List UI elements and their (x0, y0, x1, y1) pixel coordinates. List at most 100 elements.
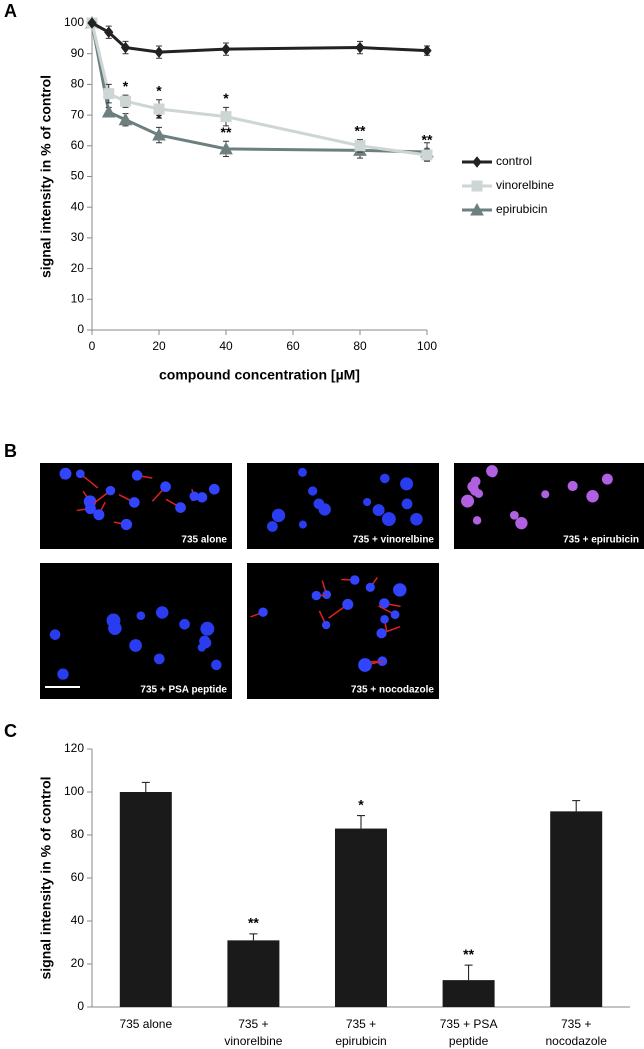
error-bar (464, 964, 473, 981)
marker (422, 44, 432, 57)
y-tick-label: 100 (64, 784, 84, 798)
x-tick-label: nocodazole (546, 1034, 608, 1048)
nucleus (298, 520, 307, 529)
marker (154, 46, 164, 58)
nucleus (129, 497, 140, 508)
panel-label: A (4, 1, 17, 21)
nucleus (486, 465, 498, 477)
annotation: * (223, 90, 229, 106)
nucleus (136, 611, 146, 621)
x-tick-label: 735 + (238, 1017, 268, 1031)
nucleus (379, 598, 390, 609)
y-axis-label: signal intensity in % of control (38, 75, 54, 278)
bar (227, 940, 280, 1007)
y-tick-label: 90 (71, 46, 85, 60)
x-tick-label: 100 (417, 339, 437, 353)
x-tick-label: 60 (286, 339, 300, 353)
nucleus (208, 483, 220, 495)
nucleus (567, 480, 578, 492)
nucleus (49, 629, 61, 640)
marker (152, 128, 166, 141)
nucleus (321, 620, 331, 630)
legend-label: control (496, 154, 532, 168)
nucleus (308, 486, 318, 496)
marker (120, 41, 131, 54)
error-bar (141, 781, 150, 792)
nucleus (401, 498, 413, 510)
panel-label: B (4, 441, 17, 461)
nucleus (267, 521, 278, 532)
error-bar (249, 933, 258, 941)
nucleus (200, 621, 215, 636)
image-caption: 735 + epirubicin (563, 535, 639, 546)
nucleus (601, 473, 613, 485)
bar (550, 811, 603, 1007)
marker (354, 140, 366, 152)
y-tick-label: 80 (71, 827, 85, 841)
nucleus (196, 492, 208, 503)
x-tick-label: 20 (152, 339, 166, 353)
nucleus (57, 668, 69, 680)
series-line (90, 22, 428, 157)
nucleus (390, 610, 400, 620)
error-bar (357, 815, 365, 829)
series-line (90, 22, 428, 154)
nucleus (410, 512, 423, 526)
bar (119, 792, 172, 1007)
x-tick-label: 0 (89, 339, 96, 353)
nucleus (129, 639, 142, 652)
marker (118, 112, 133, 126)
nucleus (350, 575, 360, 585)
y-axis-label: signal intensity in % of control (38, 776, 54, 979)
nucleus (376, 628, 387, 639)
nucleus (298, 467, 307, 477)
x-tick-label: vinorelbine (224, 1034, 282, 1048)
nucleus (153, 653, 165, 665)
y-tick-label: 20 (71, 956, 85, 970)
y-tick-label: 0 (77, 999, 84, 1013)
marker (219, 141, 233, 155)
nucleus (179, 618, 190, 630)
y-tick-label: 20 (71, 261, 85, 275)
nucleus (271, 508, 286, 523)
marker (355, 41, 365, 54)
nucleus (322, 590, 332, 600)
nucleus (358, 658, 372, 672)
x-tick-label: 40 (219, 339, 233, 353)
marker (221, 43, 231, 55)
nucleus (313, 498, 325, 510)
x-tick-label: epirubicin (335, 1034, 386, 1048)
nucleus (59, 467, 72, 480)
series-line (91, 21, 428, 54)
nucleus (106, 613, 121, 628)
marker (103, 88, 115, 100)
x-tick-label: 735 + PSA (440, 1017, 498, 1031)
annotation: ** (463, 946, 474, 962)
nucleus (258, 607, 268, 617)
nucleus (515, 516, 528, 530)
micrograph (40, 563, 232, 699)
micrograph (247, 563, 439, 699)
nucleus (472, 516, 482, 525)
bar (335, 828, 387, 1007)
nucleus (380, 615, 389, 624)
x-tick-label: 80 (353, 339, 367, 353)
marker (120, 95, 131, 107)
y-tick-label: 80 (71, 77, 85, 91)
y-tick-label: 60 (71, 870, 85, 884)
nucleus (189, 491, 199, 501)
marker (421, 149, 433, 161)
annotation: ** (422, 132, 433, 148)
image-caption: 735 + vinorelbine (353, 535, 435, 546)
y-tick-label: 40 (71, 199, 85, 213)
y-tick-label: 10 (71, 291, 85, 305)
nucleus (400, 477, 414, 491)
y-tick-label: 120 (64, 741, 84, 755)
image-panel: 735 alone 735 + vinorelbine 735 + epirubic… (40, 463, 644, 699)
x-tick-label: 735 + (346, 1017, 376, 1031)
nucleus (311, 590, 322, 601)
nucleus (393, 583, 407, 597)
nucleus (365, 582, 375, 592)
nucleus (105, 485, 116, 496)
y-tick-label: 30 (71, 230, 85, 244)
